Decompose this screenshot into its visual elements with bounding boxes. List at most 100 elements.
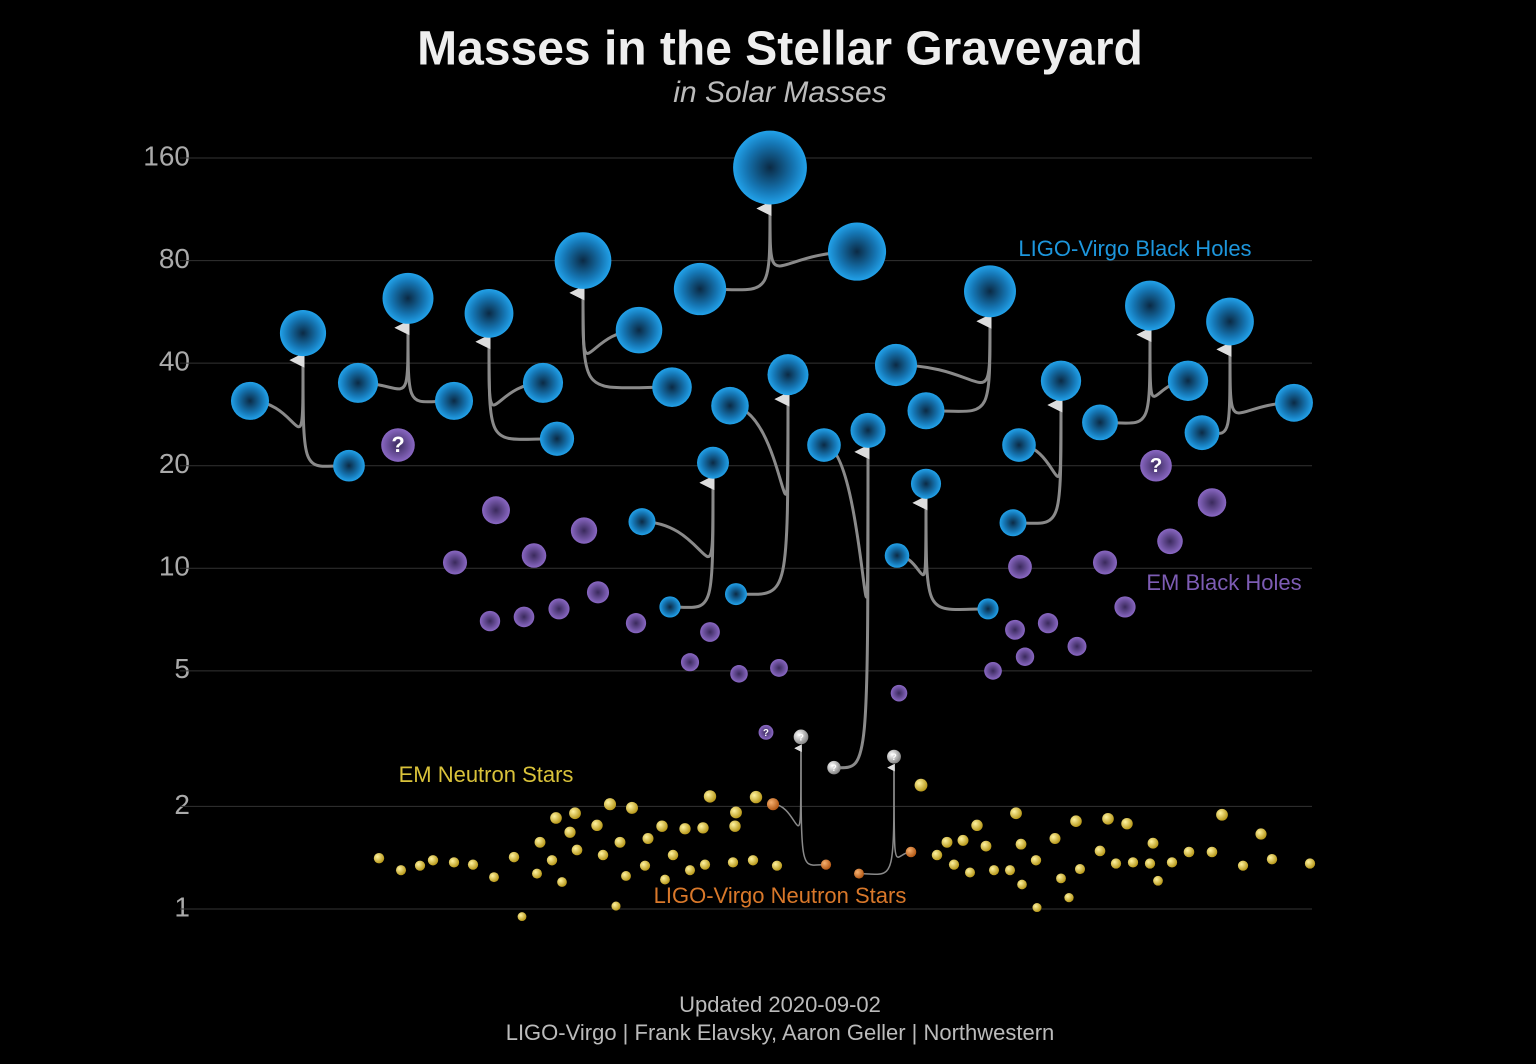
data-point bbox=[586, 581, 610, 604]
y-tick-label: 10 bbox=[159, 551, 190, 582]
data-point bbox=[1121, 817, 1133, 830]
data-point bbox=[381, 428, 415, 462]
merger-arrow bbox=[858, 763, 895, 875]
data-point bbox=[1005, 619, 1025, 640]
data-point bbox=[1049, 833, 1061, 845]
data-point bbox=[659, 596, 681, 618]
footer-line: Updated 2020-09-02 bbox=[679, 992, 881, 1017]
data-point bbox=[703, 790, 717, 803]
data-point bbox=[684, 865, 696, 876]
data-point bbox=[907, 392, 945, 430]
data-point bbox=[1094, 845, 1106, 857]
data-point bbox=[1153, 875, 1163, 886]
data-point bbox=[1092, 550, 1118, 575]
data-point bbox=[626, 801, 638, 814]
data-point bbox=[550, 812, 562, 824]
data-point bbox=[1070, 815, 1082, 827]
data-point bbox=[382, 272, 434, 324]
data-point bbox=[850, 412, 886, 448]
data-point bbox=[1002, 428, 1036, 462]
data-point bbox=[697, 446, 729, 479]
data-point bbox=[697, 822, 709, 834]
chart-subtitle: in Solar Masses bbox=[673, 76, 886, 109]
data-point bbox=[621, 871, 631, 881]
data-point bbox=[464, 288, 514, 338]
data-point bbox=[1037, 613, 1059, 634]
data-point bbox=[905, 846, 917, 858]
data-point bbox=[999, 509, 1027, 537]
data-point bbox=[965, 867, 975, 878]
data-point bbox=[1167, 360, 1209, 401]
data-point bbox=[414, 860, 426, 871]
data-point bbox=[554, 232, 612, 289]
y-tick-label: 80 bbox=[159, 243, 190, 274]
merger-arrow bbox=[772, 744, 802, 827]
data-point bbox=[1015, 647, 1035, 666]
data-point bbox=[1110, 858, 1122, 869]
data-point bbox=[1114, 596, 1136, 618]
data-point bbox=[984, 661, 1002, 680]
data-point bbox=[660, 874, 670, 885]
data-point bbox=[508, 851, 520, 863]
data-point bbox=[770, 658, 788, 677]
data-point bbox=[656, 820, 668, 832]
point-label: ? bbox=[798, 732, 804, 743]
data-point bbox=[479, 610, 501, 632]
merger-arrow bbox=[569, 285, 673, 390]
series-label: EM Black Holes bbox=[1146, 570, 1301, 595]
data-point bbox=[1008, 554, 1032, 579]
data-point bbox=[628, 508, 656, 536]
data-point bbox=[1216, 808, 1228, 821]
y-tick-label: 5 bbox=[174, 653, 190, 684]
merger-arrow bbox=[794, 744, 827, 866]
merger-arrow bbox=[823, 443, 870, 599]
data-point bbox=[771, 860, 783, 871]
data-point bbox=[373, 852, 385, 864]
data-point bbox=[1206, 846, 1218, 858]
data-point bbox=[1102, 812, 1114, 825]
data-point bbox=[434, 381, 474, 420]
data-point bbox=[890, 684, 908, 702]
data-point bbox=[230, 381, 270, 420]
merger-arrow bbox=[925, 313, 992, 413]
data-point bbox=[914, 778, 928, 792]
point-label: ? bbox=[891, 752, 897, 762]
data-point bbox=[570, 517, 598, 544]
data-point bbox=[758, 724, 774, 740]
data-point bbox=[700, 622, 720, 642]
data-point bbox=[1197, 488, 1227, 517]
data-point bbox=[854, 868, 864, 879]
series-label: LIGO-Virgo Neutron Stars bbox=[654, 883, 907, 908]
data-point bbox=[820, 859, 832, 870]
data-point bbox=[1082, 404, 1118, 441]
merger-arrow bbox=[912, 495, 989, 611]
data-point bbox=[1275, 383, 1313, 422]
chart-title: Masses in the Stellar Graveyard bbox=[417, 23, 1143, 76]
merger-arrow bbox=[475, 334, 558, 441]
data-point bbox=[1032, 903, 1042, 913]
data-point bbox=[564, 826, 576, 838]
data-point bbox=[887, 749, 901, 764]
data-point bbox=[1157, 528, 1183, 555]
data-point bbox=[1304, 858, 1316, 869]
data-point bbox=[1064, 892, 1074, 903]
data-point bbox=[521, 543, 547, 568]
data-point bbox=[1030, 855, 1042, 866]
data-point bbox=[767, 354, 809, 396]
data-point bbox=[988, 865, 1000, 876]
data-point bbox=[1255, 828, 1267, 840]
data-point bbox=[591, 819, 603, 832]
data-point bbox=[1237, 860, 1249, 871]
data-point bbox=[642, 833, 654, 845]
data-point bbox=[730, 806, 742, 819]
data-point bbox=[733, 130, 807, 205]
data-point bbox=[489, 872, 499, 883]
point-label: ? bbox=[391, 432, 404, 457]
data-point bbox=[522, 362, 564, 403]
data-point bbox=[1184, 415, 1220, 451]
data-point bbox=[548, 598, 570, 620]
data-point bbox=[611, 901, 621, 911]
data-point bbox=[1125, 280, 1175, 331]
